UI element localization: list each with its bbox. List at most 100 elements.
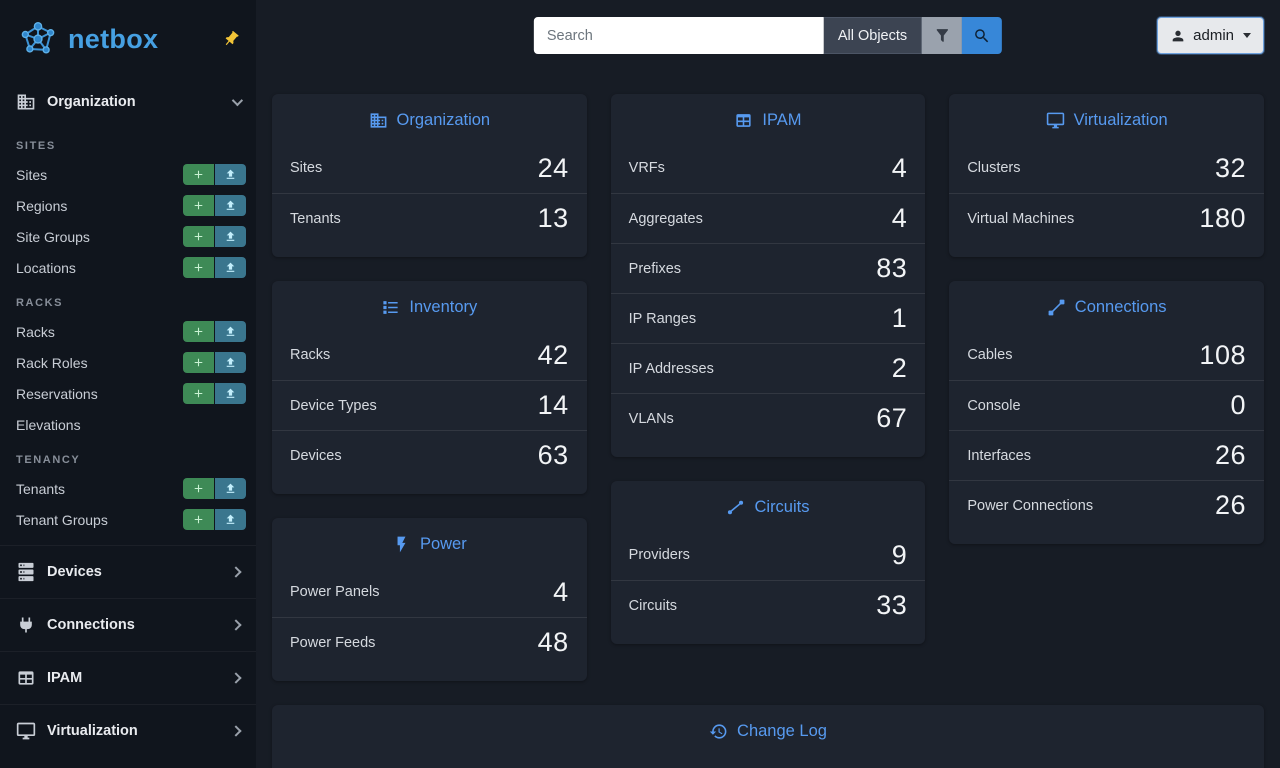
add-site-groups-button[interactable] [183, 226, 214, 247]
stat-label[interactable]: Cables [967, 347, 1013, 363]
import-tenants-button[interactable] [215, 478, 246, 499]
plug-icon [20, 617, 32, 633]
card-circuits: Circuits Providers 9 Circuits 33 [610, 481, 926, 644]
sidebar-item-reservations[interactable]: Reservations [0, 378, 256, 409]
card-inventory-title[interactable]: Inventory [272, 281, 587, 330]
sidebar-group-label: Devices [47, 564, 102, 580]
filter-icon [936, 29, 948, 42]
sidebar-item-site-groups[interactable]: Site Groups [0, 221, 256, 252]
import-locations-button[interactable] [215, 257, 246, 278]
stat-label[interactable]: Devices [290, 447, 342, 464]
ip-table-icon [18, 671, 34, 685]
search-scope-button[interactable]: All Objects [823, 17, 923, 54]
stat-label[interactable]: IP Addresses [628, 360, 714, 377]
add-tenant-groups-button[interactable] [183, 509, 214, 530]
plus-icon [194, 232, 203, 241]
stat-label[interactable]: Tenants [290, 210, 341, 227]
stat-label[interactable]: Providers [628, 547, 690, 563]
stat-label[interactable]: IP Ranges [628, 310, 697, 327]
stat-label[interactable]: Racks [290, 347, 331, 363]
import-rack-roles-button[interactable] [215, 352, 246, 373]
import-site-groups-button[interactable] [215, 226, 246, 247]
dashboard-column-2: IPAM VRFs 4 Aggregates 4 Prefixes 83 [610, 94, 926, 644]
import-tenant-groups-button[interactable] [215, 509, 246, 530]
stat-label[interactable]: Clusters [967, 160, 1021, 176]
stat-row: Power Connections 26 [949, 480, 1264, 530]
sidebar-item-label: Locations [16, 259, 76, 276]
sidebar-group-organization[interactable]: Organization [0, 78, 256, 126]
sidebar-group-connections[interactable]: Connections [0, 598, 256, 651]
stat-label[interactable]: Power Feeds [290, 634, 376, 651]
sidebar-item-label: Tenant Groups [16, 511, 108, 528]
building-icon [370, 113, 386, 128]
stat-label[interactable]: VLANs [628, 410, 674, 427]
stat-label[interactable]: Power Connections [967, 497, 1094, 514]
upload-icon [226, 231, 235, 241]
add-racks-button[interactable] [183, 321, 214, 342]
stat-label[interactable]: Interfaces [967, 447, 1031, 464]
card-connections-title[interactable]: Connections [949, 281, 1264, 330]
sidebar-item-elevations[interactable]: Elevations [0, 409, 256, 440]
sidebar-item-label: Sites [16, 166, 48, 183]
stat-label[interactable]: Virtual Machines [967, 210, 1075, 227]
stat-value: 4 [891, 203, 908, 233]
building-icon [17, 94, 35, 110]
search-button[interactable] [962, 17, 1003, 54]
import-racks-button[interactable] [215, 321, 246, 342]
stat-row: Devices 63 [272, 430, 587, 480]
stat-row: Device Types 14 [272, 380, 587, 430]
sidebar-item-rack-roles[interactable]: Rack Roles [0, 347, 256, 378]
import-sites-button[interactable] [215, 164, 246, 185]
sidebar-item-racks[interactable]: Racks [0, 316, 256, 347]
stat-label[interactable]: Console [967, 397, 1021, 414]
sidebar-group-devices[interactable]: Devices [0, 545, 256, 598]
search-bar: All Objects [533, 17, 1003, 54]
card-changelog-title[interactable]: Change Log [272, 705, 1264, 754]
stat-row: Console 0 [949, 380, 1264, 430]
add-locations-button[interactable] [183, 257, 214, 278]
add-sites-button[interactable] [183, 164, 214, 185]
chevron-right-icon [230, 566, 242, 578]
upload-icon [226, 200, 235, 210]
user-menu-button[interactable]: admin [1157, 17, 1264, 54]
stat-label[interactable]: Aggregates [628, 210, 703, 227]
card-circuits-title[interactable]: Circuits [611, 481, 926, 530]
sidebar-item-sites[interactable]: Sites [0, 159, 256, 190]
stat-label[interactable]: Circuits [628, 597, 677, 614]
add-reservations-button[interactable] [183, 383, 214, 404]
card-virtualization-title[interactable]: Virtualization [949, 94, 1264, 143]
import-reservations-button[interactable] [215, 383, 246, 404]
card-ipam-title[interactable]: IPAM [611, 94, 926, 143]
netbox-logo[interactable]: netbox [16, 20, 158, 58]
stat-label[interactable]: Prefixes [628, 260, 682, 277]
transit-connection-icon [728, 500, 744, 515]
filter-button[interactable] [922, 17, 963, 54]
add-rack-roles-button[interactable] [183, 352, 214, 373]
card-connections: Connections Cables 108 Console 0 Interfa… [949, 281, 1264, 544]
stat-label[interactable]: VRFs [628, 160, 665, 176]
stat-row: VLANs 67 [610, 393, 926, 443]
sidebar-group-label: Organization [47, 94, 136, 110]
import-regions-button[interactable] [215, 195, 246, 216]
chevron-right-icon [230, 725, 242, 737]
plus-icon [194, 358, 203, 367]
chevron-down-icon [231, 94, 244, 107]
stat-label[interactable]: Device Types [290, 397, 377, 414]
sidebar-item-tenants[interactable]: Tenants [0, 473, 256, 504]
netbox-logo-text: netbox [68, 23, 159, 54]
upload-icon [226, 483, 235, 493]
add-regions-button[interactable] [183, 195, 214, 216]
sidebar-item-regions[interactable]: Regions [0, 190, 256, 221]
sidebar-group-ipam[interactable]: IPAM [0, 651, 256, 704]
card-power-title[interactable]: Power [272, 518, 587, 567]
search-input[interactable] [533, 17, 824, 54]
stat-label[interactable]: Power Panels [290, 584, 380, 600]
sidebar-item-tenant-groups[interactable]: Tenant Groups [0, 504, 256, 535]
stat-label[interactable]: Sites [290, 160, 323, 176]
card-organization-title[interactable]: Organization [272, 94, 587, 143]
add-tenants-button[interactable] [183, 478, 214, 499]
sidebar-group-virtualization[interactable]: Virtualization [0, 704, 256, 757]
sidebar-item-locations[interactable]: Locations [0, 252, 256, 283]
sidebar-item-label: Site Groups [16, 228, 90, 245]
pin-sidebar-icon[interactable] [222, 30, 240, 48]
